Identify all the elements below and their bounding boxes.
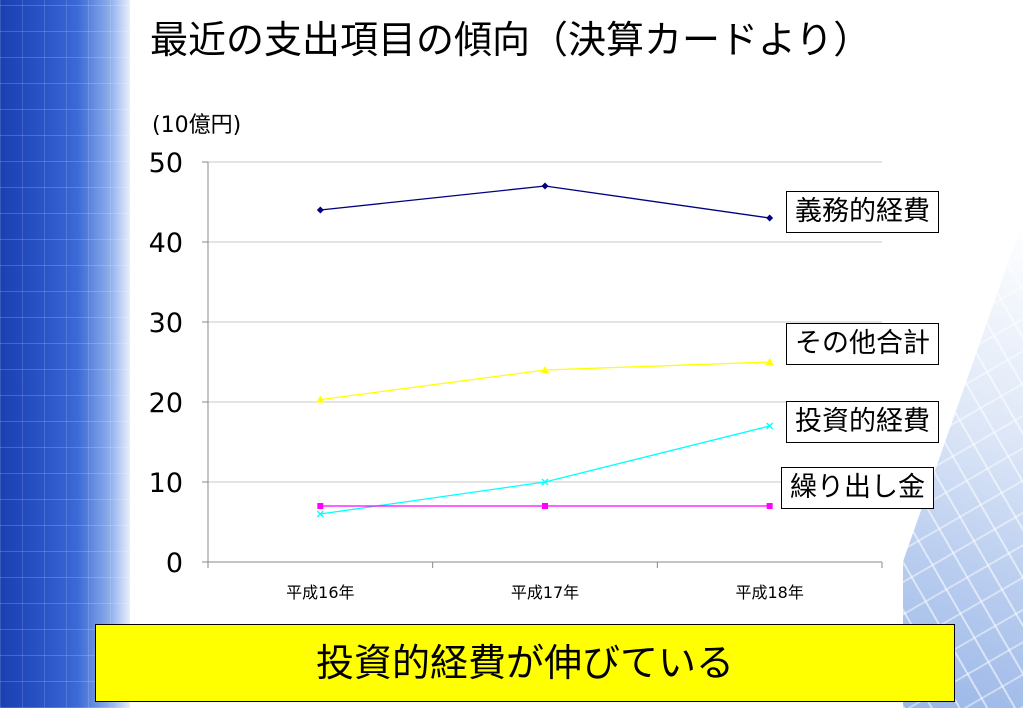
data-point <box>766 503 773 509</box>
left-decorative-panel <box>0 0 130 708</box>
data-point <box>542 503 548 509</box>
series-lines <box>316 182 774 518</box>
data-point <box>765 358 774 365</box>
x-tick-label: 平成18年 <box>735 583 803 602</box>
data-point <box>316 395 325 403</box>
data-point <box>316 510 324 518</box>
series-label-transfer-funds: 繰り出し金 <box>781 467 934 509</box>
series-label-mandatory-expenses: 義務的経費 <box>786 191 939 233</box>
data-point <box>317 503 324 509</box>
data-point <box>541 478 549 486</box>
series-line-2 <box>320 425 770 515</box>
series-line-0 <box>320 185 770 219</box>
y-tick-label: 40 <box>149 228 183 259</box>
y-unit-label: (10億円) <box>152 113 241 138</box>
x-tick-label: 平成16年 <box>286 583 354 602</box>
data-point <box>316 206 324 214</box>
y-tick-label: 30 <box>149 308 183 339</box>
y-tick-label: 50 <box>149 148 183 179</box>
slide-title: 最近の支出項目の傾向（決算カードより） <box>150 18 872 62</box>
data-point <box>541 182 549 190</box>
tick-labels: 0 10 20 30 40 50 平成16年 平成17年 平成18年 <box>149 148 804 602</box>
y-tick-label: 20 <box>149 388 183 419</box>
y-tick-label: 10 <box>149 468 183 499</box>
callout-box: 投資的経費が伸びている <box>95 624 955 702</box>
y-tick-label: 0 <box>166 548 183 579</box>
data-point <box>541 366 549 373</box>
axes <box>202 161 883 568</box>
data-point <box>766 214 774 222</box>
x-tick-label: 平成17年 <box>511 583 579 602</box>
data-point <box>766 422 774 430</box>
series-label-investment-expenses: 投資的経費 <box>786 401 939 443</box>
series-label-other-total: その他合計 <box>786 323 939 365</box>
